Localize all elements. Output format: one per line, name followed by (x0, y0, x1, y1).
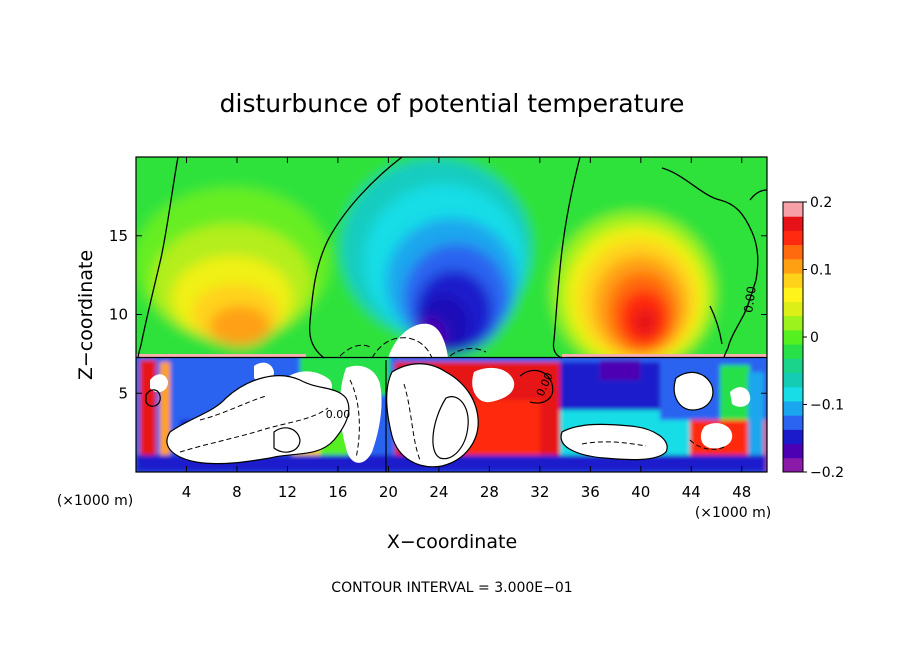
x-tick-label: 8 (232, 483, 242, 501)
colorbar-tick-label: −0.2 (810, 465, 844, 481)
colorbar-swatch (783, 344, 803, 359)
colorbar-swatch (783, 400, 803, 416)
colorbar-swatch (783, 244, 803, 260)
x-tick-label: 20 (379, 483, 398, 501)
x-axis: 4 8 12 16 20 24 28 32 36 40 44 48 (182, 157, 751, 501)
contour-label: 0.00 (326, 408, 351, 421)
y-axis-label: Z−coordinate (75, 250, 97, 380)
y-tick-label: 10 (109, 306, 128, 324)
colorbar-swatch (783, 230, 803, 246)
colorbar: 0.2 0.1 0 −0.1 −0.2 (782, 195, 844, 481)
x-tick-label: 48 (732, 483, 751, 501)
x-tick-label: 40 (631, 483, 650, 501)
x-unit-label-right: (×1000 m) (695, 505, 771, 521)
colorbar-tick-label: −0.1 (810, 398, 844, 414)
x-tick-label: 12 (278, 483, 297, 501)
colorbar-swatch (783, 273, 803, 288)
x-tick-label: 32 (530, 483, 549, 501)
contour-label: 0.00 (741, 285, 759, 313)
x-unit-label-left: (×1000 m) (57, 493, 133, 509)
colorbar-swatch (783, 216, 803, 231)
heatmap-field (136, 157, 767, 472)
colorbar-swatch (783, 415, 803, 430)
y-tick-label: 5 (118, 384, 128, 402)
x-tick-label: 16 (328, 483, 347, 501)
colorbar-swatch (783, 457, 803, 473)
chart-title: disturbunce of potential temperature (220, 89, 685, 118)
x-tick-label: 36 (581, 483, 600, 501)
contour-interval-note: CONTOUR INTERVAL = 3.000E−01 (331, 580, 572, 596)
colorbar-swatch (783, 429, 803, 445)
colorbar-swatch (783, 301, 803, 317)
x-tick-label: 24 (429, 483, 448, 501)
y-axis: 5 10 15 (109, 227, 767, 402)
colorbar-swatch (783, 443, 803, 459)
colorbar-swatch (783, 372, 803, 388)
x-tick-label: 44 (682, 483, 701, 501)
x-tick-label: 4 (182, 483, 192, 501)
colorbar-tick-label: 0.1 (810, 263, 832, 279)
y-tick-label: 15 (109, 227, 128, 245)
colorbar-tick-label: 0.2 (810, 195, 832, 211)
colorbar-swatch (783, 358, 803, 374)
colorbar-swatch (783, 287, 803, 302)
colorbar-swatch (783, 315, 803, 331)
colorbar-tick-label: 0 (810, 330, 819, 346)
colorbar-swatch (783, 258, 803, 274)
colorbar-swatch (783, 202, 803, 217)
colorbar-swatch (783, 329, 803, 345)
x-tick-label: 28 (480, 483, 499, 501)
x-axis-label: X−coordinate (387, 531, 517, 553)
colorbar-swatch (783, 386, 803, 402)
